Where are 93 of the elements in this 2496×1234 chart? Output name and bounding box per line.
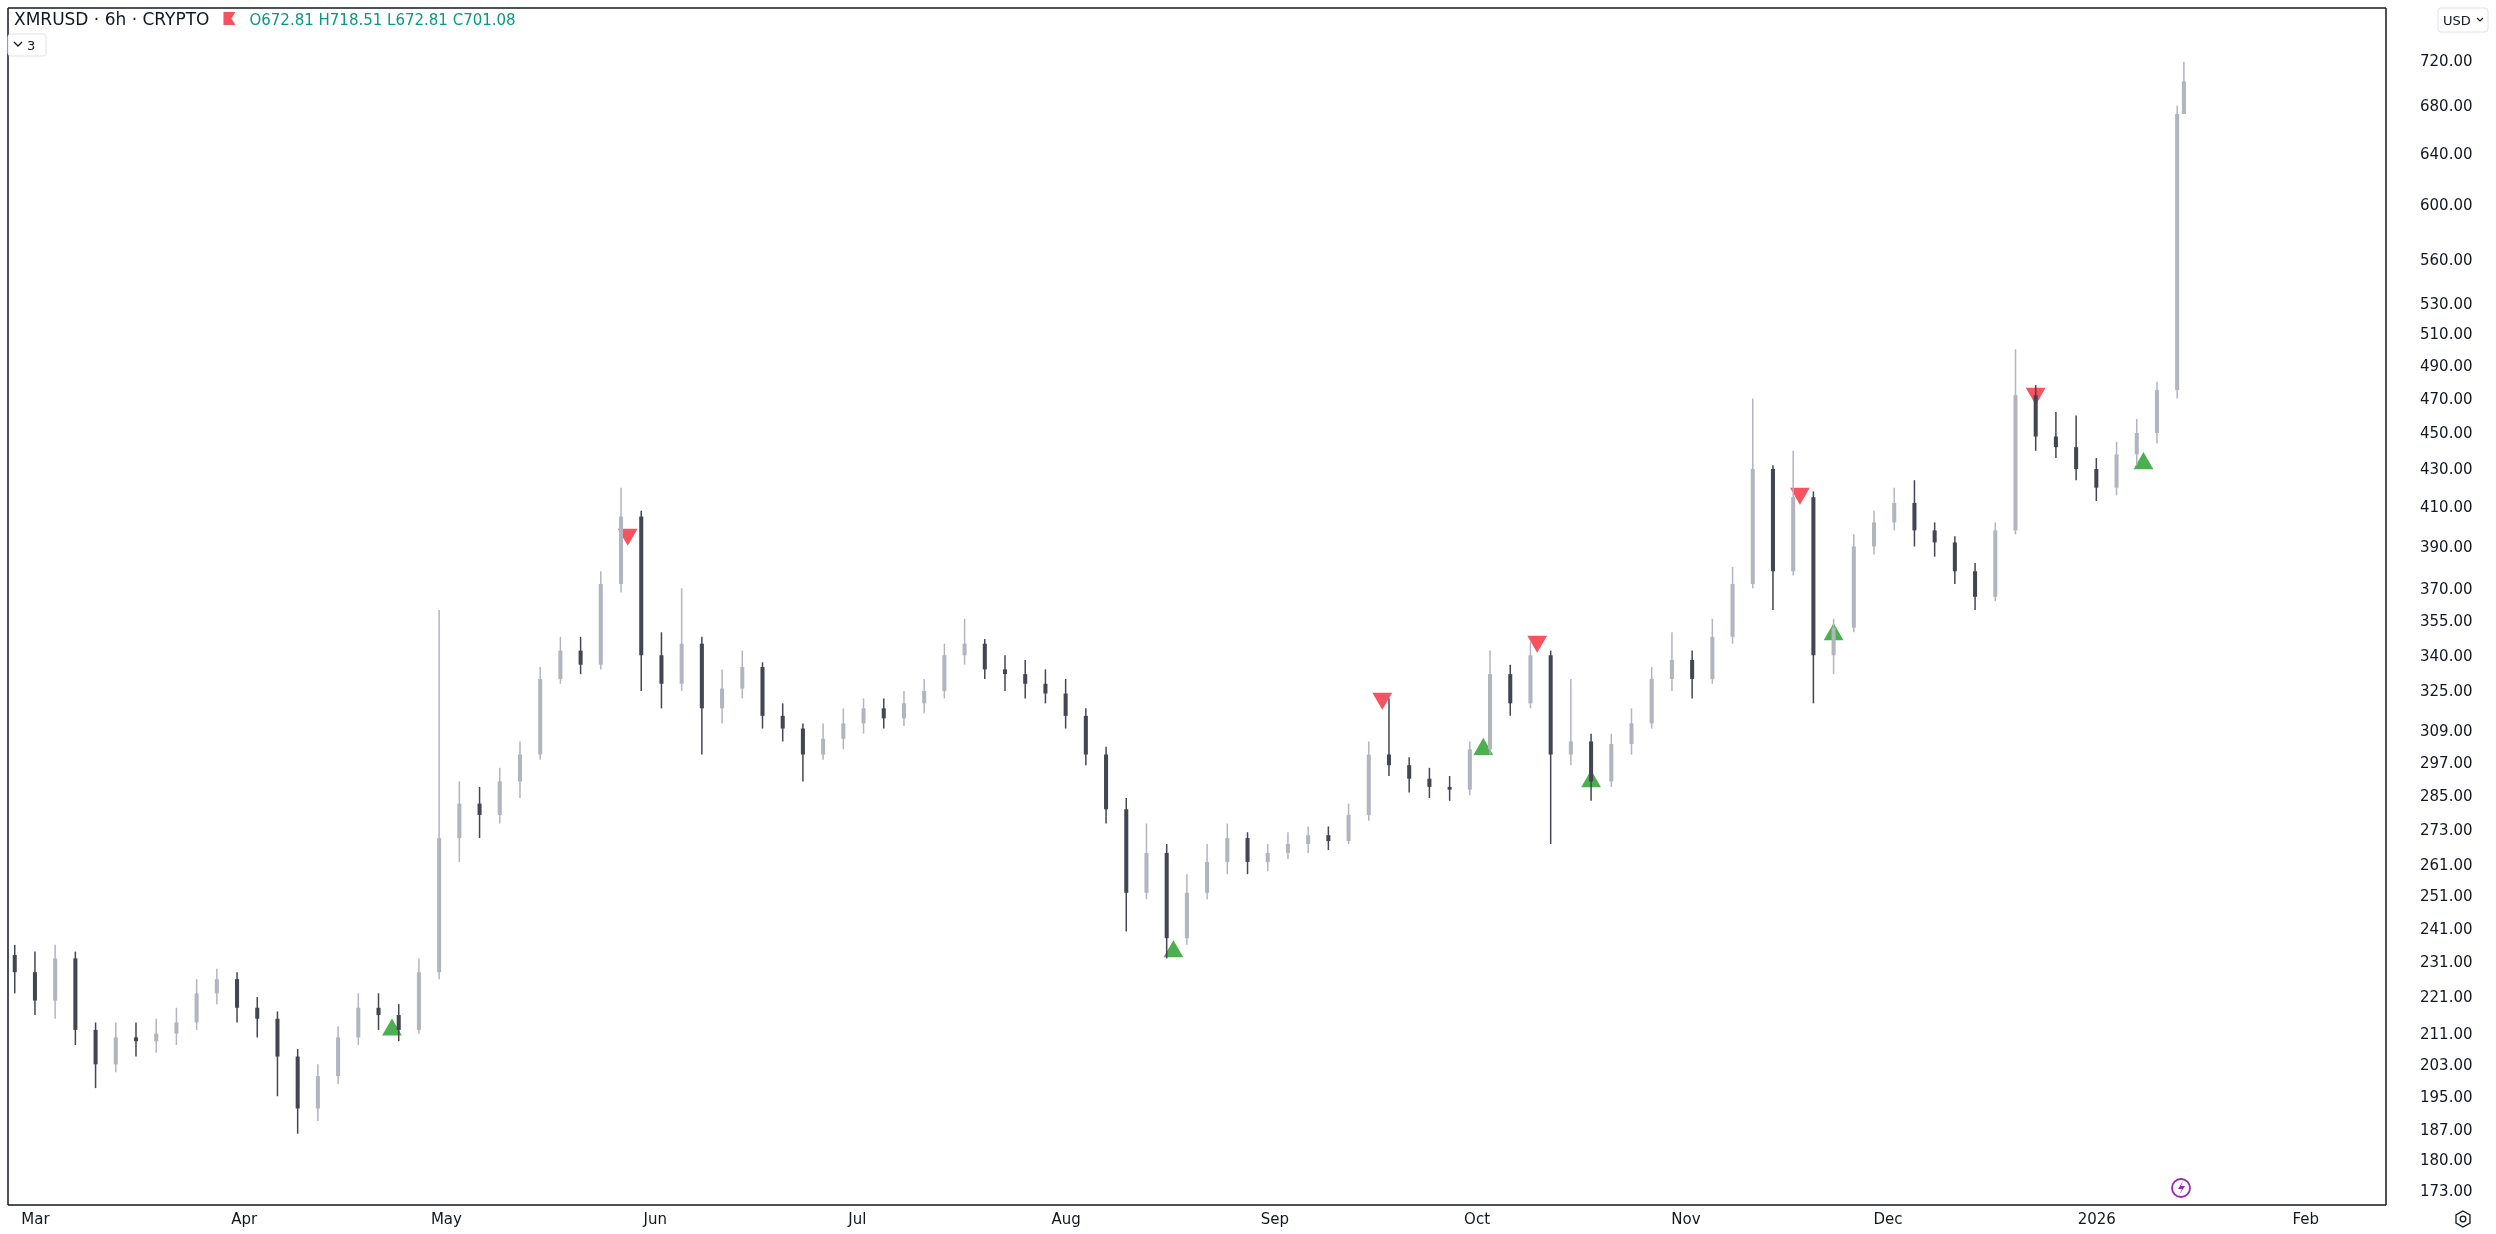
candlestick	[396, 1003, 401, 1042]
x-tick-label: Mar	[21, 1209, 51, 1228]
candlestick	[1043, 668, 1048, 705]
candlestick	[1427, 767, 1432, 799]
candlestick	[1063, 678, 1068, 730]
y-tick-label: 680.00	[2420, 96, 2473, 115]
candlestick	[780, 702, 785, 743]
y-tick-label: 203.00	[2420, 1055, 2473, 1074]
collapse-button: 3	[7, 33, 47, 57]
y-tick-label: 560.00	[2420, 250, 2473, 269]
candlestick	[1690, 649, 1695, 700]
y-tick-label: 720.00	[2420, 51, 2473, 70]
y-tick-label: 600.00	[2420, 196, 2473, 215]
x-tick-label: 2026	[2077, 1209, 2116, 1228]
candlestick	[1407, 756, 1412, 794]
y-tick-label: 640.00	[2420, 144, 2473, 163]
x-tick-label: Jul	[847, 1209, 867, 1228]
chart-subtitle: O672.81 H718.51 L672.81 C701.08	[249, 11, 516, 29]
x-tick-label: Sep	[1260, 1209, 1290, 1228]
y-tick-label: 273.00	[2420, 820, 2473, 839]
y-tick-label: 211.00	[2420, 1024, 2473, 1043]
y-tick-label: 173.00	[2420, 1182, 2473, 1201]
candlestick	[214, 967, 219, 1005]
y-tick-label: 231.00	[2420, 953, 2473, 972]
candlestick	[578, 636, 583, 675]
y-tick-label: 355.00	[2420, 612, 2473, 631]
candlestick	[1265, 843, 1270, 872]
x-tick-label: Dec	[1873, 1209, 1903, 1228]
candlestick	[255, 996, 260, 1039]
candlestick	[174, 1007, 179, 1046]
y-tick-label: 309.00	[2420, 722, 2473, 741]
y-tick-label: 370.00	[2420, 579, 2473, 598]
chart-title: XMRUSD · 6h · CRYPTO	[14, 9, 210, 29]
y-tick-label: 450.00	[2420, 424, 2473, 443]
x-tick-label: Jun	[642, 1209, 667, 1228]
candlestick	[1386, 697, 1392, 777]
candlestick	[2094, 457, 2099, 502]
y-tick-label: 470.00	[2420, 389, 2473, 408]
candlestick	[1023, 659, 1028, 700]
candlestick	[740, 649, 745, 700]
candlestick	[841, 707, 846, 751]
candlestick	[477, 786, 482, 839]
candlestick	[1568, 678, 1573, 766]
candlestick	[154, 1018, 159, 1054]
candlestick	[2134, 418, 2139, 467]
y-tick-label: 241.00	[2420, 919, 2473, 938]
y-axis-title: USD	[2443, 13, 2471, 28]
y-tick-label: 251.00	[2420, 887, 2473, 906]
candlestick	[1225, 822, 1230, 875]
candlestick	[1245, 831, 1250, 875]
candlestick	[1447, 775, 1452, 802]
y-tick-label: 261.00	[2420, 856, 2473, 875]
y-tick-label: 325.00	[2420, 682, 2473, 701]
candlestick	[821, 722, 826, 761]
candlestick	[922, 678, 927, 715]
y-tick-label: 410.00	[2420, 498, 2473, 517]
y-tick-label: 490.00	[2420, 356, 2473, 375]
candlestick	[133, 1021, 139, 1058]
y-tick-label: 195.00	[2420, 1087, 2473, 1106]
candlestick	[376, 992, 381, 1031]
x-tick-label: Feb	[2292, 1209, 2319, 1228]
y-tick-label: 285.00	[2420, 786, 2473, 805]
candlestick	[881, 697, 886, 730]
y-tick-label: 530.00	[2420, 294, 2473, 313]
y-tick-label: 340.00	[2420, 646, 2473, 665]
x-tick-label: May	[430, 1209, 462, 1228]
candlestick	[1892, 486, 1897, 532]
candlestick	[1932, 521, 1937, 558]
candlestick	[1669, 631, 1674, 692]
candlestick	[12, 944, 17, 995]
candlestick	[1326, 825, 1331, 851]
candlestick	[2053, 411, 2058, 459]
y-tick-label: 510.00	[2420, 325, 2473, 344]
candlestick	[1002, 654, 1008, 692]
y-tick-label: 390.00	[2420, 537, 2473, 556]
x-tick-label: Apr	[231, 1209, 259, 1228]
x-tick-label: Oct	[1464, 1209, 1491, 1228]
candlestick	[720, 668, 725, 725]
candlestick	[1629, 707, 1634, 756]
candlestick	[962, 618, 967, 666]
y-tick-label: 430.00	[2420, 460, 2473, 479]
x-tick-label: Nov	[1671, 1209, 1701, 1228]
candlestick	[861, 697, 866, 735]
candlestick	[1306, 825, 1311, 854]
candlestick	[2074, 414, 2079, 481]
y-tick-label: 180.00	[2420, 1150, 2473, 1169]
y-tick-label: 221.00	[2420, 988, 2473, 1007]
candlestick	[1285, 831, 1290, 860]
candlestick	[901, 690, 906, 727]
x-tick-label: Aug	[1051, 1209, 1081, 1228]
y-tick-label: 187.00	[2420, 1120, 2473, 1139]
y-tick-label: 297.00	[2420, 753, 2473, 772]
annotation: 3	[27, 38, 36, 53]
